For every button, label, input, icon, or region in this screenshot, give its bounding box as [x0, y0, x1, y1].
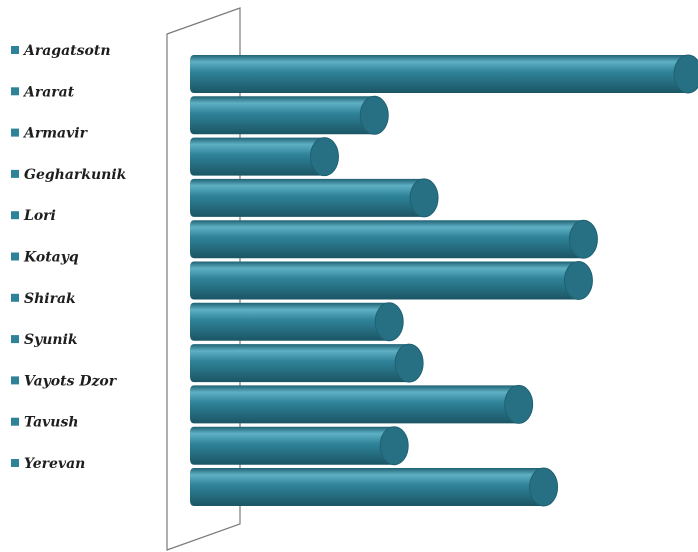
bar-end-cap: [568, 219, 598, 259]
legend-marker: [11, 46, 19, 54]
bar-body: [190, 55, 688, 93]
legend-label: Vayots Dzor: [24, 373, 118, 389]
bar-body: [190, 178, 425, 217]
legend-label: Armavir: [22, 126, 89, 142]
bars-layer: [190, 54, 698, 507]
legend-marker: [11, 417, 19, 426]
bar-end-cap: [563, 261, 593, 300]
legend-label: Yerevan: [24, 456, 85, 472]
legend-item-ararat: Ararat: [11, 84, 75, 100]
legend-marker: [11, 252, 19, 261]
bar-body: [190, 385, 519, 424]
bar-gegharkunik: [190, 178, 439, 218]
legend-marker: [11, 128, 19, 137]
legend-item-gegharkunik: Gegharkunik: [11, 167, 127, 183]
legend-label: Gegharkunik: [24, 167, 127, 183]
legend: Aragatsotn Ararat Armavir Gegharkunik Lori Ko…: [11, 43, 127, 472]
bar-body: [190, 96, 375, 135]
bar-end-cap: [394, 343, 424, 383]
bar-body: [190, 261, 579, 300]
legend-label: Tavush: [24, 415, 79, 431]
legend-item-lori: Lori: [11, 208, 56, 224]
legend-item-shirak: Shirak: [11, 291, 76, 307]
legend-marker: [11, 293, 19, 302]
legend-item-armavir: Armavir: [11, 126, 89, 142]
bar-shirak: [190, 302, 404, 342]
bar-end-cap: [504, 384, 534, 424]
bar-end-cap: [409, 178, 439, 218]
bar-body: [190, 468, 544, 506]
bar-armavir: [190, 137, 339, 177]
bar-end-cap: [374, 302, 404, 342]
legend-label: Syunik: [24, 332, 78, 348]
bar-aragatsotn: [190, 54, 698, 94]
legend-item-kotayq: Kotayq: [11, 250, 79, 266]
legend-marker: [11, 459, 19, 467]
bar-ararat: [190, 95, 389, 135]
bar-yerevan: [190, 467, 559, 507]
legend-item-vayots-dzor: Vayots Dzor: [11, 373, 118, 389]
bar-syunik: [190, 343, 424, 383]
legend-item-tavush: Tavush: [11, 415, 79, 431]
legend-item-syunik: Syunik: [11, 332, 78, 348]
bar-body: [190, 302, 390, 341]
bar-kotayq: [190, 261, 593, 300]
legend-marker: [11, 211, 19, 220]
bar-end-cap: [379, 426, 409, 466]
bar-end-cap: [673, 54, 698, 94]
legend-label: Shirak: [24, 291, 76, 307]
bar-lori: [190, 219, 598, 259]
bar-vayots-dzor: [190, 384, 534, 424]
legend-marker: [11, 376, 19, 385]
bar-body: [190, 137, 325, 176]
bar-end-cap: [529, 467, 559, 507]
legend-label: Aragatsotn: [22, 43, 111, 59]
bar-end-cap: [309, 137, 339, 177]
bar-body: [190, 220, 584, 259]
legend-label: Lori: [23, 208, 56, 224]
legend-marker: [11, 335, 19, 344]
bar-body: [190, 344, 410, 383]
legend-item-yerevan: Yerevan: [11, 456, 85, 472]
legend-marker: [11, 169, 19, 178]
legend-label: Kotayq: [23, 250, 79, 266]
legend-label: Ararat: [22, 84, 75, 100]
bar-body: [190, 426, 395, 465]
bar-tavush: [190, 426, 409, 466]
legend-marker: [11, 87, 19, 96]
legend-item-aragatsotn: Aragatsotn: [11, 43, 111, 59]
bar-end-cap: [359, 95, 389, 135]
